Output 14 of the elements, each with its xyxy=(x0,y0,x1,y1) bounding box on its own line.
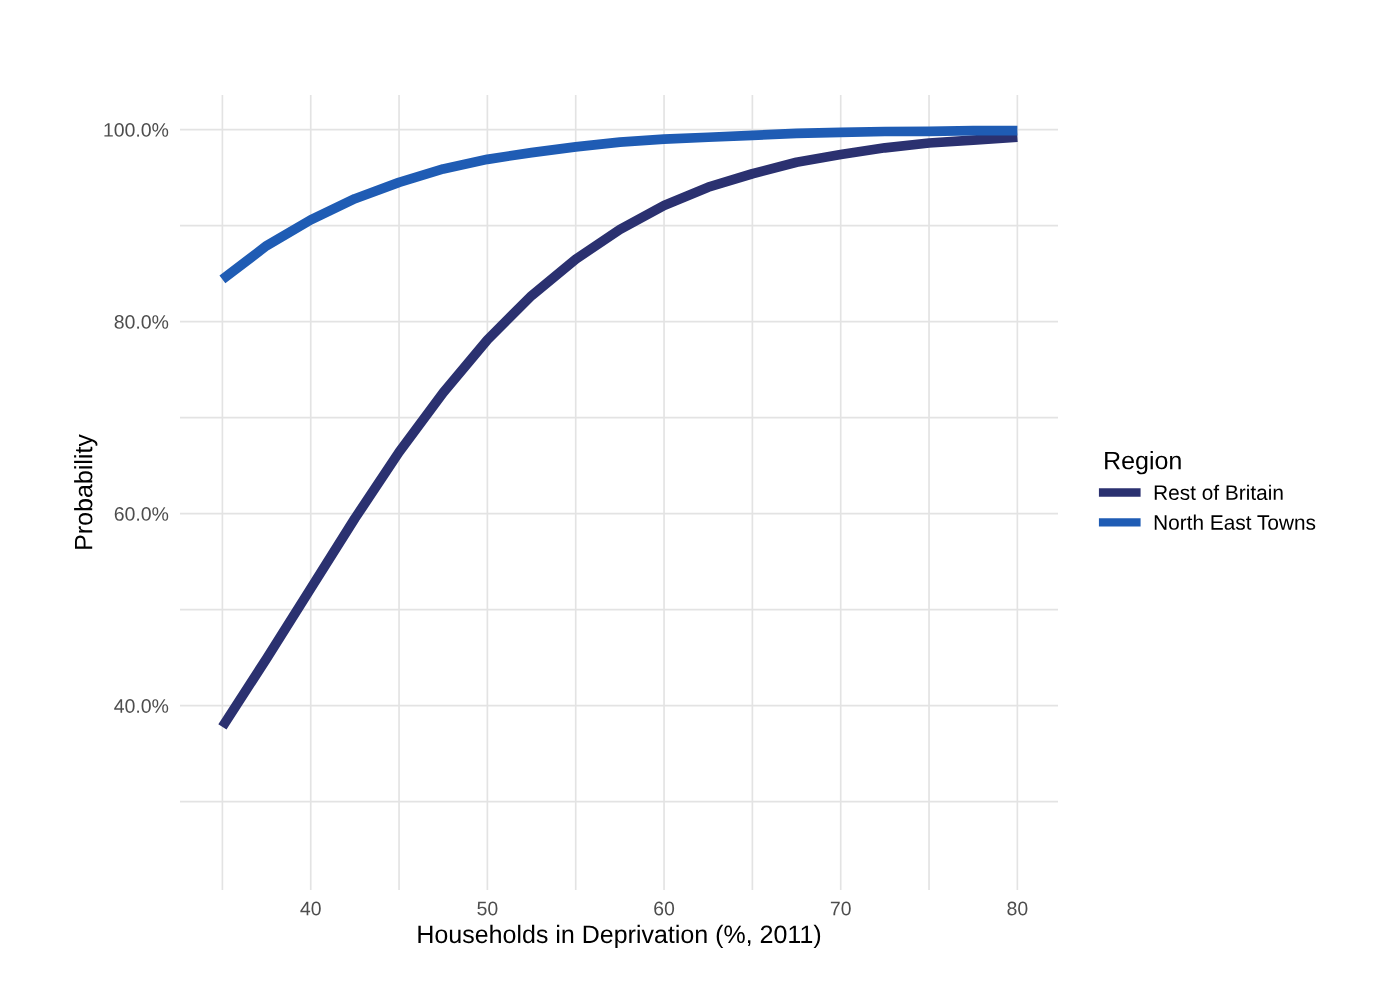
legend-label: Rest of Britain xyxy=(1154,484,1283,501)
x-tick-label: 60 xyxy=(654,901,675,916)
x-tick-label: 50 xyxy=(477,901,498,916)
legend-label: North East Towns xyxy=(1154,514,1316,530)
y-tick-label: 40.0% xyxy=(114,699,169,713)
y-tick-label: 100.0% xyxy=(104,123,169,137)
x-tick-label: 80 xyxy=(1007,901,1028,916)
y-tick-label: 60.0% xyxy=(114,507,169,521)
y-tick-label: 80.0% xyxy=(114,315,169,329)
x-tick-label: 70 xyxy=(830,901,851,916)
y-axis-title: Probability xyxy=(74,434,98,549)
x-tick-label: 40 xyxy=(300,901,321,916)
legend-title: Region xyxy=(1105,451,1181,475)
x-axis-title: Households in Deprivation (%, 2011) xyxy=(418,924,821,949)
